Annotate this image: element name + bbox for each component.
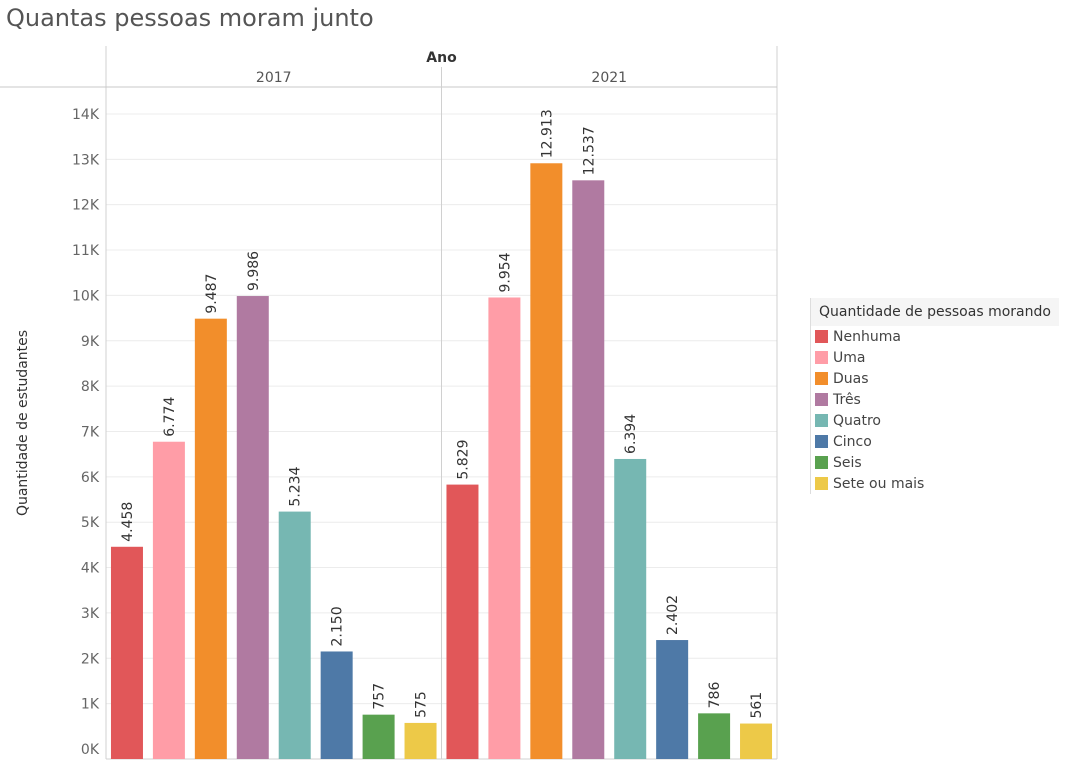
legend-swatch [815, 330, 828, 343]
bar-2017-quatro [278, 511, 311, 759]
data-label: 6.394 [623, 414, 639, 454]
data-label: 12.537 [581, 126, 597, 175]
bar-2017-duas [194, 318, 227, 759]
y-tick-label: 11K [72, 243, 100, 259]
legend-label: Duas [833, 370, 869, 387]
bar-2021-sete-ou-mais [740, 723, 773, 759]
column-header: Ano [426, 50, 457, 66]
bar-2021-nenhuma [446, 484, 479, 759]
y-tick-label: 1K [81, 697, 100, 713]
data-label: 9.954 [497, 252, 513, 292]
bar-2021-duas [530, 163, 563, 759]
data-label: 9.986 [246, 251, 262, 291]
bar-2017-nenhuma [110, 546, 143, 759]
legend-swatch [815, 435, 828, 448]
bar-chart: Ano 2017 2021 0K 1K 2K 3K 4K 5K 6K 7K 8K 9K 10K 11K 12K… [0, 46, 778, 760]
legend-item-uma[interactable]: Uma [811, 347, 1059, 368]
legend-title: Quantidade de pessoas morando [811, 298, 1059, 326]
data-label: 9.487 [204, 274, 220, 314]
y-tick-label: 7K [81, 424, 100, 440]
y-tick-label: 10K [72, 288, 100, 304]
legend-label: Uma [833, 349, 866, 366]
legend-swatch [815, 393, 828, 406]
data-label: 757 [372, 683, 388, 710]
data-label: 2.150 [330, 606, 346, 646]
data-label: 6.774 [162, 397, 178, 437]
bar-2017-seis [362, 714, 395, 759]
y-tick-label: 8K [81, 379, 100, 395]
y-tick-label: 3K [81, 606, 100, 622]
data-label: 2.402 [665, 595, 681, 635]
y-tick-label: 6K [81, 470, 100, 486]
data-label: 12.913 [539, 109, 555, 158]
y-tick-label: 4K [81, 561, 100, 577]
y-tick-label: 0K [81, 742, 100, 758]
legend-label: Quatro [833, 412, 881, 429]
panel-label-2017: 2017 [256, 70, 292, 86]
y-tick-label: 13K [72, 152, 100, 168]
legend: Quantidade de pessoas morando Nenhuma Uma… [810, 298, 1059, 494]
bar-2017-tres [236, 296, 269, 759]
chart-title: Quantas pessoas moram junto [6, 4, 374, 32]
data-label: 5.234 [288, 466, 304, 506]
y-axis-label: Quantidade de estudantes [15, 330, 31, 516]
legend-label: Seis [833, 454, 862, 471]
legend-item-nenhuma[interactable]: Nenhuma [811, 326, 1059, 347]
y-tick-label: 9K [81, 334, 100, 350]
bar-2021-quatro [614, 458, 647, 759]
legend-swatch [815, 372, 828, 385]
legend-label: Três [833, 391, 861, 408]
bar-2021-tres [572, 180, 605, 760]
bar-2021-cinco [656, 640, 689, 759]
legend-swatch [815, 351, 828, 364]
legend-item-duas[interactable]: Duas [811, 368, 1059, 389]
data-label: 5.829 [455, 440, 471, 480]
legend-item-seis[interactable]: Seis [811, 452, 1059, 473]
y-tick-label: 2K [81, 651, 100, 667]
legend-label: Cinco [833, 433, 872, 450]
bar-2021-uma [488, 297, 521, 759]
panel-label-2021: 2021 [591, 70, 627, 86]
legend-swatch [815, 477, 828, 490]
legend-swatch [815, 456, 828, 469]
bar-2017-uma [152, 441, 185, 759]
y-tick-label: 5K [81, 515, 100, 531]
data-label: 786 [707, 682, 723, 709]
bar-2017-sete-ou-mais [404, 722, 437, 759]
legend-item-quatro[interactable]: Quatro [811, 410, 1059, 431]
bar-2017-cinco [320, 651, 353, 759]
legend-item-tres[interactable]: Três [811, 389, 1059, 410]
legend-item-sete-ou-mais[interactable]: Sete ou mais [811, 473, 1059, 494]
y-tick-label: 14K [72, 107, 100, 123]
data-label: 575 [414, 691, 430, 718]
legend-label: Sete ou mais [833, 475, 925, 492]
y-tick-label: 12K [72, 198, 100, 214]
data-label: 4.458 [120, 502, 136, 542]
legend-label: Nenhuma [833, 328, 901, 345]
legend-swatch [815, 414, 828, 427]
data-label: 561 [749, 692, 765, 719]
legend-item-cinco[interactable]: Cinco [811, 431, 1059, 452]
bar-2021-seis [698, 713, 731, 759]
